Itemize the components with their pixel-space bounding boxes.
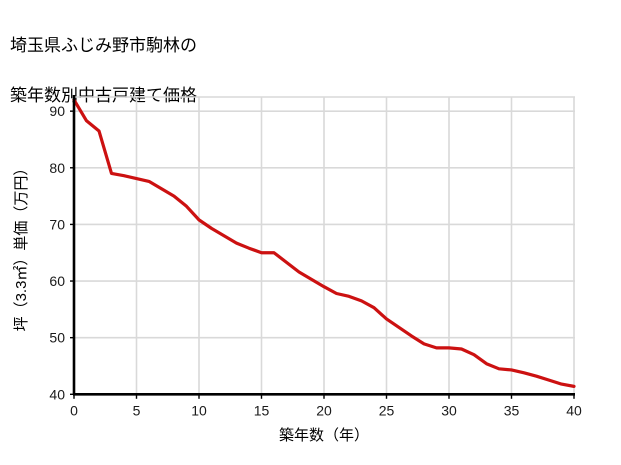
x-tick-label: 40 [566,402,582,418]
grid-lines [74,96,575,396]
x-tick-label: 20 [316,402,332,418]
chart-title-line-2: 築年数別中古戸建て価格 [10,86,197,105]
y-tick-label: 60 [49,273,65,289]
y-tick-label: 90 [49,103,65,119]
chart-title: 埼玉県ふじみ野市駒林の 築年数別中古戸建て価格 [10,8,510,133]
x-tick-label: 10 [191,402,207,418]
data-series-line [72,98,576,388]
axis-tick-marks [70,110,575,399]
x-tick-label: 0 [70,402,78,418]
x-tick-label: 30 [441,402,457,418]
y-axis-tick-labels: 40 50 60 70 80 90 [49,103,65,402]
x-axis-tick-labels: 0 5 10 15 20 25 30 35 40 [70,402,582,418]
chart-title-line-1: 埼玉県ふじみ野市駒林の [10,36,197,55]
x-axis-title: 築年数（年） [279,426,369,444]
x-tick-label: 25 [379,402,395,418]
x-tick-label: 5 [133,402,141,418]
y-tick-label: 50 [49,330,65,346]
y-axis-title: 坪（3.3㎡）単価（万円） [13,161,30,332]
x-tick-label: 15 [254,402,270,418]
y-tick-label: 70 [49,216,65,232]
y-tick-label: 40 [49,386,65,402]
x-tick-label: 35 [504,402,520,418]
y-tick-label: 80 [49,160,65,176]
